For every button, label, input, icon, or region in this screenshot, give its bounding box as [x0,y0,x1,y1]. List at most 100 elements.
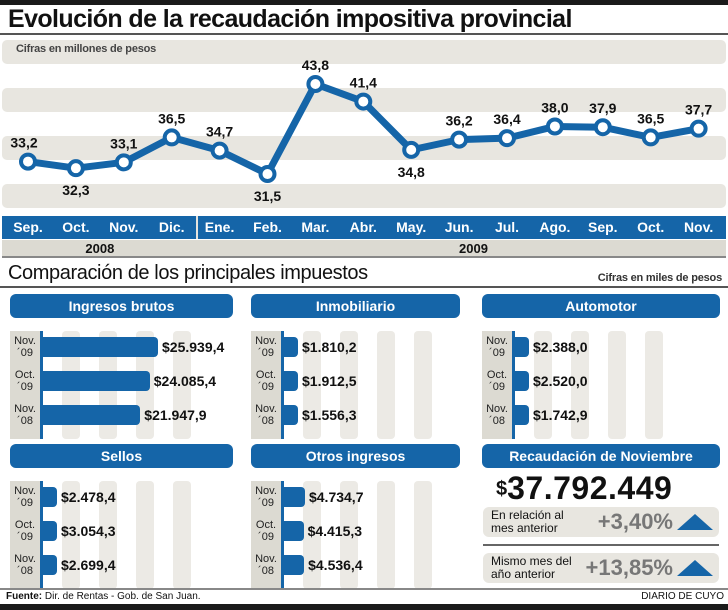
bar [43,487,57,507]
row-label: Oct. ´09 [255,369,277,393]
footer-rule [0,588,728,590]
month-tick-label: Ago. [539,219,571,235]
row-label: Nov. ´08 [486,403,508,427]
chart-unit-note: Cifras en millones de pesos [16,43,157,55]
bar-value-label: $4.734,7 [308,489,364,505]
month-tick-label: Mar. [301,219,330,235]
row-label: Oct. ´09 [14,369,36,393]
bar-value-label: $2.520,0 [533,373,588,389]
data-point [689,119,708,138]
row-label-column [251,481,281,589]
label-line: En relación al [491,508,564,522]
bar [515,371,529,391]
source-text: Dir. de Rentas - Gob. de San Juan. [44,591,201,602]
panel-title: Ingresos brutos [10,294,233,318]
bar-value-label: $1.556,3 [302,407,357,423]
data-point [450,130,469,149]
row-label: Oct. ´09 [486,369,508,393]
grid-column [62,481,80,589]
bar-value-label: $1.912,5 [302,373,357,389]
bar-axis [40,331,43,439]
bar [43,337,158,357]
bar-value-label: $1.742,9 [533,407,588,423]
year-divider [196,216,198,239]
month-tick-label: Ene. [204,219,235,235]
comparison-year-value: +13,85% [585,555,673,580]
bar [284,555,305,575]
tax-panel: Sellos Nov. ´09 $2.478,4 Oct. ´09 $3.054,3 Nov.… [10,444,233,594]
row-label: Nov. ´08 [14,403,36,427]
data-point [210,141,229,160]
data-label: 38,0 [541,99,568,115]
bar [284,487,305,507]
data-point [593,118,612,137]
grid-column [414,481,432,589]
bar-plot: Nov. ´09 $4.734,7 Oct. ´09 $4.415,3 Nov. ´08 $4.… [251,481,460,589]
row-label-column [10,331,40,439]
month-tick-label: Jun. [444,219,474,235]
comparison-year: Mismo mes del año anterior +13,85% [483,553,719,583]
year-label: 2009 [459,241,488,256]
data-point [306,75,325,93]
comparison-month: En relación al mes anterior +3,40% [483,507,719,537]
grid-column [136,481,154,589]
currency-sign: $ [496,478,508,500]
grid-column [340,481,358,589]
trend-up-icon [677,514,713,530]
panel-title: Inmobiliario [251,294,460,318]
data-label: 33,1 [110,135,137,151]
grid-column [173,331,191,439]
bar-value-label: $4.536,4 [308,557,363,573]
row-label: Nov. ´08 [14,553,36,577]
row-label: Nov. ´09 [486,335,508,359]
data-label: 32,3 [62,182,89,198]
row-label-column [482,331,512,439]
top-border [0,0,728,5]
bar-axis [281,481,284,589]
grid-column [608,331,626,439]
data-point [354,92,373,111]
grid-column [99,481,117,589]
total-amount: $37.792.449 [496,470,672,507]
tax-panel: Otros ingresos Nov. ´09 $4.734,7 Oct. ´09 $4.4… [251,444,460,594]
row-label: Nov. ´08 [255,403,277,427]
total-value: 37.792.449 [507,470,673,506]
month-tick-label: Oct. [62,219,90,235]
row-label: Nov. ´09 [255,335,277,359]
bar [43,555,57,575]
month-axis: Sep. Oct. Nov. Dic. Ene. Feb. Mar. Abr. May. Jun.… [2,216,726,239]
data-point [162,128,181,147]
month-tick-label: Sep. [588,219,618,235]
grid-column [414,331,432,439]
panel-title: Automotor [482,294,720,318]
month-tick-label: May. [396,219,427,235]
data-point [641,128,660,147]
month-tick-label: Feb. [253,219,282,235]
row-label: Nov. ´08 [255,553,277,577]
data-point [19,152,37,171]
bar-value-label: $2.388,0 [533,339,588,355]
row-label-column [10,481,40,589]
panel-title: Sellos [10,444,233,468]
data-label: 41,4 [350,75,377,91]
bar-value-label: $21.947,9 [144,407,207,423]
comparison-month-label: En relación al mes anterior [491,509,564,535]
row-label: Oct. ´09 [255,519,277,543]
brand-label: DIARIO DE CUYO [641,591,724,602]
month-tick-label: Nov. [109,219,139,235]
bar-value-label: $25.939,4 [162,339,225,355]
month-tick-label: Jul. [494,219,520,235]
grid-column [173,481,191,589]
data-label: 36,5 [637,110,664,126]
bar-plot: Nov. ´09 $2.388,0 Oct. ´09 $2.520,0 Nov. ´08 $1.… [482,331,720,439]
year-label: 2008 [85,241,115,256]
bar-value-label: $3.054,3 [61,523,116,539]
data-label: 33,2 [10,135,37,151]
bar-value-label: $4.415,3 [307,523,363,539]
tax-panel: Ingresos brutos Nov. ´09 $25.939,4 Oct. ´09 $2… [10,294,233,444]
row-label: Oct. ´09 [14,519,36,543]
page-title: Evolución de la recaudación impositiva p… [8,5,572,33]
bar-axis [512,331,515,439]
grid-column [571,331,589,439]
data-label: 34,7 [206,124,233,140]
